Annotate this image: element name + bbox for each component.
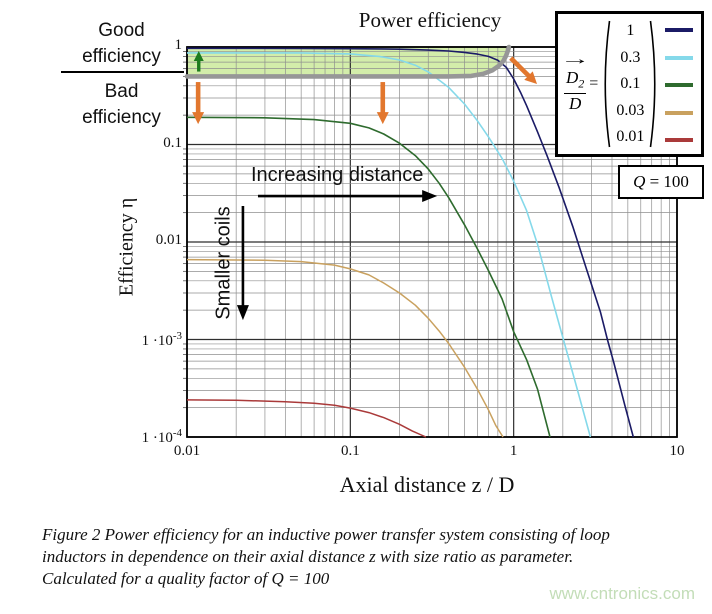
y-tick-label: 0.1 — [163, 134, 182, 151]
orange-down-arrow-left-head — [192, 112, 205, 125]
legend-swatch-0.01 — [665, 138, 694, 142]
x-axis-label: Axial distance z / D — [339, 472, 515, 497]
plot-border — [186, 46, 678, 438]
legend-swatches — [665, 26, 694, 142]
ratio-denominator: D — [564, 93, 587, 113]
figure-caption: Figure 2 Power efficiency for an inducti… — [42, 524, 702, 590]
good-efficiency-line1: Good — [98, 20, 145, 41]
legend-swatch-0.3 — [665, 55, 694, 60]
orange-diagonal-arrow-head — [524, 71, 538, 85]
left-paren-icon — [600, 18, 611, 150]
q-symbol: Q — [633, 172, 646, 191]
orange-diagonal-arrow — [509, 56, 534, 81]
increasing-distance-label: Increasing distance — [251, 164, 424, 186]
q-factor-box: Q = 100 — [618, 165, 704, 199]
watermark: www.cntronics.com — [549, 584, 695, 603]
legend-value: 0.01 — [616, 128, 645, 145]
legend-value: 0.3 — [620, 48, 641, 66]
q-value: = 100 — [645, 172, 689, 191]
smaller-coils-label: Smaller coils — [212, 206, 235, 320]
x-tick-label: 10 — [669, 443, 685, 459]
vector-arrow-icon: → — [559, 50, 591, 68]
y-tick-label: 1 ·10-4 — [141, 427, 182, 446]
legend-value: 1 — [626, 22, 635, 39]
x-tick-label: 1 — [509, 443, 518, 459]
ratio-numerator: D2 — [566, 67, 585, 91]
orange-down-arrow-mid-head — [376, 112, 389, 125]
equals-sign: = — [589, 74, 599, 92]
good-bad-divider — [61, 71, 184, 73]
right-paren-icon — [649, 18, 660, 150]
legend-values: 1 0.3 0.1 0.03 0.01 — [611, 22, 649, 146]
y-tick-label: 1 — [174, 37, 183, 53]
caption-line3: Calculated for a quality factor of Q = 1… — [42, 569, 330, 588]
bad-efficiency-line1: Bad — [104, 81, 139, 102]
curve-ratio-0.1 — [186, 116, 551, 438]
legend-value: 0.03 — [616, 101, 645, 119]
y-tick-label: 0.01 — [155, 232, 182, 248]
legend-box: → D2 D = 1 0.3 0.1 0.03 0.01 — [555, 11, 704, 157]
curve-ratio-1 — [187, 47, 635, 438]
legend-swatch-0.03 — [665, 110, 694, 115]
smaller-coils-arrow-head — [236, 305, 249, 321]
bad-efficiency-line2: efficiency — [82, 107, 161, 128]
size-ratio-symbol: → D2 D = — [560, 51, 600, 113]
green-up-arrow-head — [193, 50, 204, 61]
good-efficiency-line2: efficiency — [82, 46, 161, 67]
legend-value: 0.1 — [620, 75, 641, 92]
chart-title: Power efficiency — [358, 8, 502, 32]
caption-line1: Figure 2 Power efficiency for an inducti… — [42, 525, 610, 544]
curve-ratio-0.03 — [186, 258, 504, 438]
good-efficiency-label: Good efficiency — [61, 18, 182, 70]
curve-ratio-0.01 — [186, 399, 427, 438]
bad-efficiency-label: Bad efficiency — [61, 79, 182, 131]
x-tick-label: 0.01 — [173, 443, 201, 459]
legend-swatch-0.1 — [665, 83, 694, 87]
y-tick-label: 1 ·10-3 — [141, 329, 182, 349]
x-tick-label: 0.1 — [340, 443, 360, 459]
legend-swatch-1 — [665, 28, 694, 32]
efficiency-boundary-curve — [184, 44, 512, 79]
caption-line2: inductors in dependence on their axial d… — [42, 547, 574, 566]
increasing-distance-arrow-head — [422, 190, 438, 203]
curve-ratio-0.3 — [187, 52, 592, 438]
